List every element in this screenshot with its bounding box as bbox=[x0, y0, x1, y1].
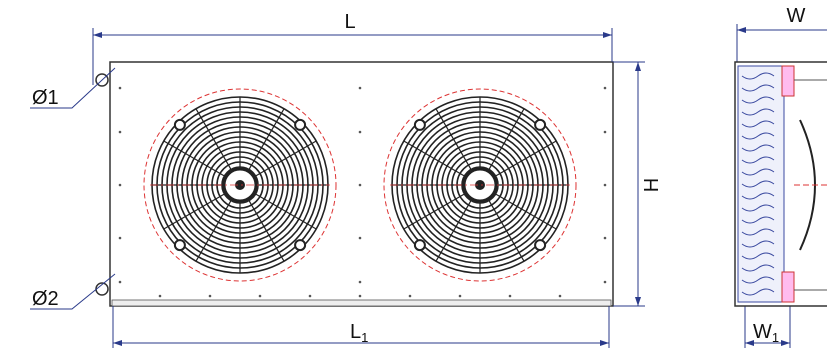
label-height: H bbox=[641, 178, 663, 192]
rivet bbox=[359, 295, 362, 298]
label-sub: 1 bbox=[361, 330, 368, 345]
fan-mount bbox=[295, 120, 305, 130]
rivet bbox=[359, 131, 362, 134]
label-port-1: Ø1 bbox=[32, 87, 59, 109]
label-main: L bbox=[350, 321, 361, 343]
label-width-inner: W1 bbox=[753, 321, 779, 345]
label-width: W bbox=[787, 5, 806, 27]
rivet bbox=[604, 237, 607, 240]
fan-mount bbox=[175, 120, 185, 130]
rivet bbox=[119, 131, 122, 134]
rivet bbox=[359, 184, 362, 187]
fan-mount bbox=[535, 240, 545, 250]
rivet bbox=[309, 295, 312, 298]
rivet bbox=[359, 281, 362, 284]
rivet bbox=[119, 87, 122, 90]
rivet bbox=[159, 295, 162, 298]
rivet bbox=[604, 87, 607, 90]
label-main: W bbox=[753, 321, 772, 343]
side-view bbox=[735, 62, 827, 306]
drawing: L H W Ø1 Ø2 L1 W1 bbox=[0, 0, 827, 348]
rivet bbox=[359, 237, 362, 240]
rivet bbox=[409, 295, 412, 298]
fan-mount bbox=[175, 240, 185, 250]
base-rail bbox=[112, 300, 611, 306]
rivet bbox=[604, 184, 607, 187]
fan-mount bbox=[415, 240, 425, 250]
label-sub: 1 bbox=[772, 330, 779, 345]
fan-mount bbox=[535, 120, 545, 130]
label-port-2: Ø2 bbox=[32, 288, 59, 310]
rivet bbox=[119, 281, 122, 284]
rivet bbox=[119, 237, 122, 240]
rivet bbox=[459, 295, 462, 298]
rivet bbox=[259, 295, 262, 298]
rivet bbox=[119, 184, 122, 187]
rivet bbox=[604, 281, 607, 284]
rivet bbox=[209, 295, 212, 298]
rivet bbox=[509, 295, 512, 298]
rivet bbox=[559, 295, 562, 298]
fan-mount bbox=[415, 120, 425, 130]
label-length-inner: L1 bbox=[350, 321, 368, 345]
rivet bbox=[604, 131, 607, 134]
label-length: L bbox=[344, 11, 355, 33]
fan-mount bbox=[295, 240, 305, 250]
rivet bbox=[359, 87, 362, 90]
